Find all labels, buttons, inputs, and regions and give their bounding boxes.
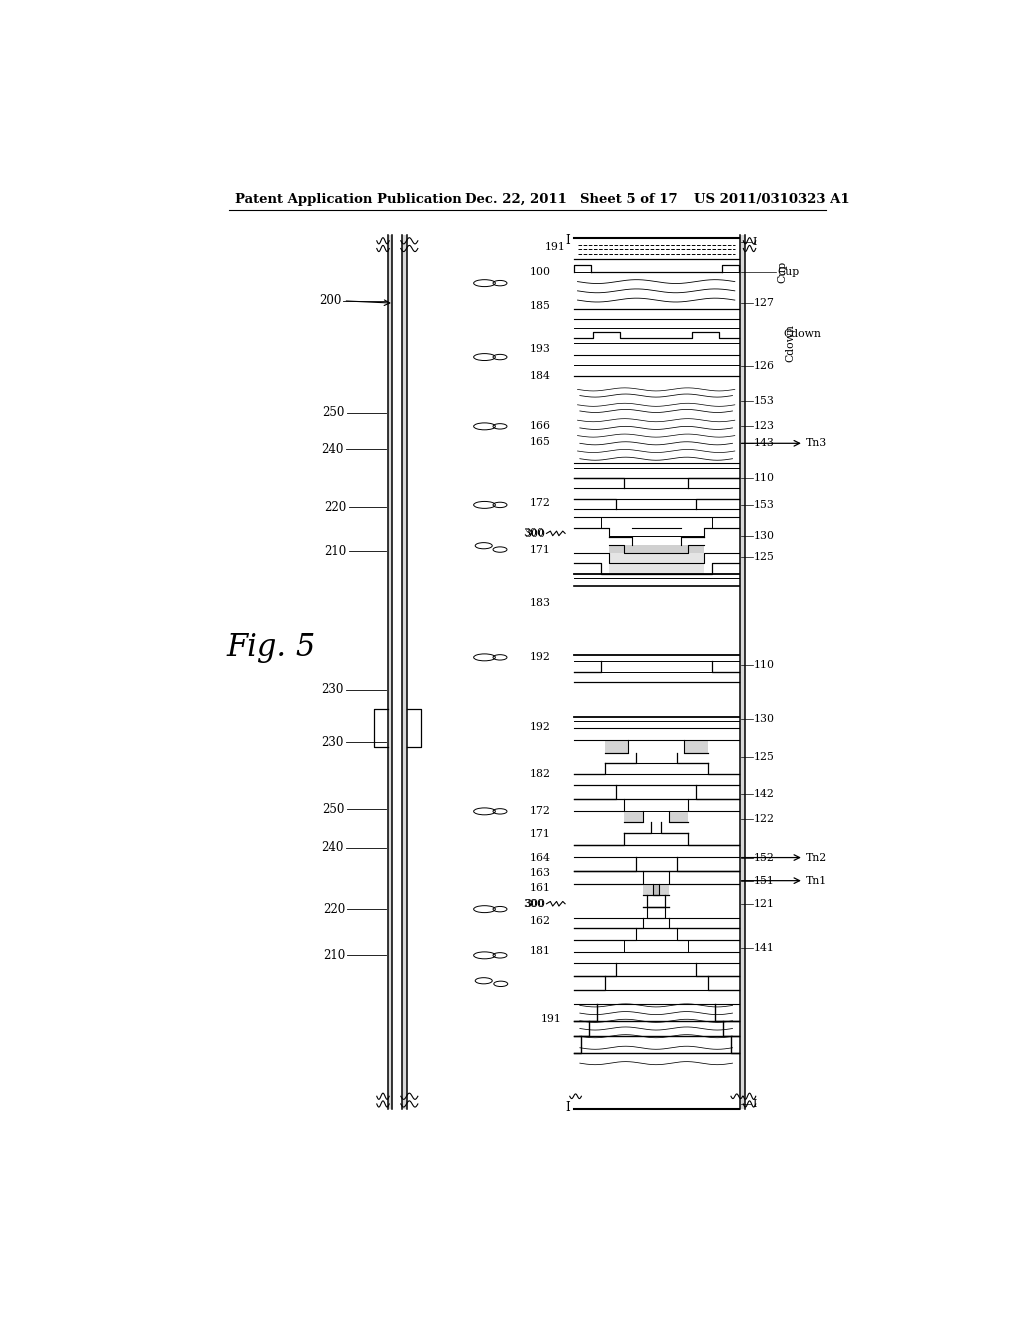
- Polygon shape: [402, 235, 407, 1109]
- Text: Sheet 5 of 17: Sheet 5 of 17: [580, 193, 678, 206]
- Text: 100: 100: [529, 268, 550, 277]
- Text: 300: 300: [523, 899, 544, 908]
- Text: 125: 125: [755, 752, 775, 763]
- Text: 172: 172: [529, 807, 550, 816]
- Text: Tn3: Tn3: [806, 438, 827, 449]
- Text: 240: 240: [322, 841, 343, 854]
- Text: 172: 172: [529, 499, 550, 508]
- Text: 300: 300: [523, 528, 544, 539]
- Text: 220: 220: [323, 903, 345, 916]
- Text: I: I: [753, 1100, 757, 1109]
- Text: 184: 184: [529, 371, 550, 380]
- Text: I: I: [566, 1101, 570, 1114]
- Text: Patent Application Publication: Patent Application Publication: [234, 193, 462, 206]
- Text: 130: 130: [755, 531, 775, 541]
- Text: 250: 250: [323, 407, 345, 418]
- Bar: [653, 884, 669, 895]
- Text: 142: 142: [755, 788, 775, 799]
- Text: 122: 122: [755, 814, 775, 824]
- Bar: [624, 812, 643, 822]
- Bar: [608, 545, 703, 574]
- Polygon shape: [740, 235, 744, 1109]
- Text: Fig. 5: Fig. 5: [226, 632, 316, 663]
- Text: 300: 300: [524, 899, 545, 908]
- Text: 171: 171: [529, 829, 550, 840]
- Bar: [643, 884, 658, 895]
- Text: 110: 110: [755, 473, 775, 483]
- Text: 210: 210: [323, 949, 345, 962]
- Bar: [684, 739, 708, 752]
- Bar: [608, 545, 703, 553]
- Text: 182: 182: [529, 770, 550, 779]
- Text: Dec. 22, 2011: Dec. 22, 2011: [465, 193, 567, 206]
- Text: 165: 165: [529, 437, 550, 446]
- Text: 110: 110: [755, 660, 775, 671]
- Text: 153: 153: [755, 396, 775, 407]
- Text: 220: 220: [325, 500, 346, 513]
- Text: 123: 123: [755, 421, 775, 432]
- Text: 300: 300: [524, 529, 545, 539]
- Text: 141: 141: [755, 942, 775, 953]
- Text: 163: 163: [529, 869, 550, 878]
- Text: 162: 162: [529, 916, 550, 925]
- Text: 166: 166: [529, 421, 550, 432]
- Text: 250: 250: [323, 803, 345, 816]
- Text: 240: 240: [322, 444, 343, 455]
- Text: 185: 185: [529, 301, 550, 312]
- Text: 193: 193: [529, 345, 550, 354]
- Text: 210: 210: [325, 545, 346, 557]
- Text: 126: 126: [755, 362, 775, 371]
- Text: 191: 191: [541, 1014, 562, 1024]
- Text: 171: 171: [529, 545, 550, 554]
- Text: 164: 164: [529, 853, 550, 862]
- Text: Cdown: Cdown: [785, 325, 796, 362]
- Text: I: I: [753, 236, 757, 247]
- Text: 151: 151: [755, 875, 775, 886]
- Text: Cdown: Cdown: [783, 329, 821, 339]
- Text: 192: 192: [529, 652, 550, 663]
- Text: Cup: Cup: [777, 268, 800, 277]
- Text: 125: 125: [755, 552, 775, 562]
- Text: 143: 143: [755, 438, 775, 449]
- Text: 181: 181: [529, 946, 550, 957]
- Text: 121: 121: [755, 899, 775, 908]
- Text: 161: 161: [529, 883, 550, 894]
- Text: 127: 127: [755, 298, 775, 308]
- Text: 153: 153: [755, 500, 775, 510]
- Text: Tn1: Tn1: [806, 875, 827, 886]
- Text: 183: 183: [529, 598, 550, 609]
- Text: 130: 130: [755, 714, 775, 723]
- Text: Cup: Cup: [777, 261, 787, 284]
- Text: 191: 191: [545, 242, 566, 252]
- Text: I: I: [566, 234, 570, 247]
- Text: US 2011/0310323 A1: US 2011/0310323 A1: [693, 193, 849, 206]
- Text: 152: 152: [755, 853, 775, 862]
- Bar: [604, 739, 628, 752]
- Text: 192: 192: [529, 722, 550, 731]
- Polygon shape: [388, 235, 392, 1109]
- Text: Tn2: Tn2: [806, 853, 827, 862]
- Text: 200: 200: [318, 294, 341, 308]
- Text: 230: 230: [322, 684, 343, 696]
- Text: 230: 230: [322, 735, 343, 748]
- Bar: [669, 812, 688, 822]
